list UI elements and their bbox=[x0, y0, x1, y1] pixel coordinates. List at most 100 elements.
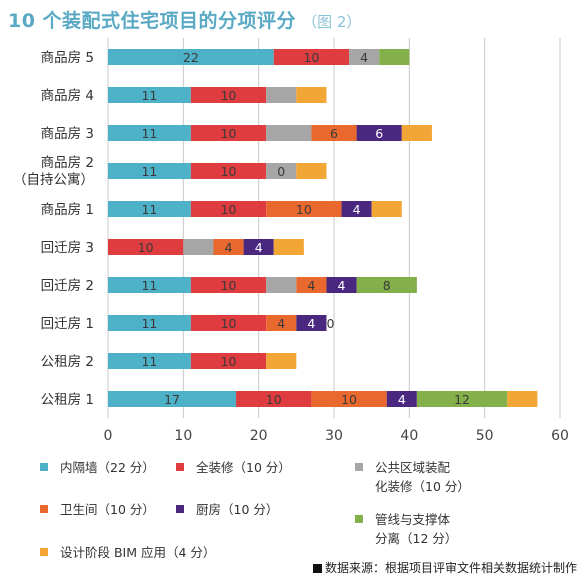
data-label: 11 bbox=[141, 316, 157, 331]
bar-segment bbox=[108, 353, 191, 369]
bar-segment bbox=[236, 391, 312, 407]
data-label: 10 bbox=[221, 316, 237, 331]
category-label: 回迁房 1 bbox=[41, 316, 94, 332]
legend-label: 管线与支撑体 分离（12 分） bbox=[375, 512, 458, 546]
category-label: 商品房 1 bbox=[41, 202, 94, 218]
data-label: 4 bbox=[307, 316, 315, 331]
data-label: 4 bbox=[255, 240, 263, 255]
bar-segment bbox=[266, 125, 312, 141]
legend-swatch bbox=[40, 505, 48, 513]
bar-segment bbox=[183, 239, 214, 255]
bar-segment bbox=[311, 391, 387, 407]
data-label: 10 bbox=[221, 278, 237, 293]
bar-segment bbox=[266, 163, 297, 179]
data-label: 17 bbox=[164, 392, 180, 407]
bar-segment bbox=[108, 201, 191, 217]
category-label: 公租房 1 bbox=[41, 392, 94, 408]
data-label: 11 bbox=[141, 126, 157, 141]
data-label: 10 bbox=[221, 202, 237, 217]
bar-segment bbox=[108, 391, 237, 407]
bar-segment bbox=[296, 277, 327, 293]
bar-segment bbox=[108, 315, 191, 331]
category-label: （自持公寓） bbox=[13, 171, 94, 188]
legend-label: 设计阶段 BIM 应用（4 分） bbox=[60, 545, 216, 560]
data-label: 6 bbox=[330, 126, 338, 141]
bar-segment bbox=[266, 201, 342, 217]
bar-segment bbox=[108, 49, 274, 65]
data-label: 10 bbox=[221, 126, 237, 141]
data-label: 11 bbox=[141, 354, 157, 369]
bar-segment bbox=[243, 239, 274, 255]
legend-swatch bbox=[355, 515, 363, 523]
x-tick-label-30: 30 bbox=[325, 428, 343, 444]
data-label: 10 bbox=[221, 88, 237, 103]
data-source-text: 数据来源：根据项目评审文件相关数据统计制作 bbox=[324, 561, 577, 575]
bar-segment bbox=[108, 163, 191, 179]
category-label: 公租房 2 bbox=[41, 354, 94, 370]
bar-segment bbox=[108, 239, 184, 255]
data-source-note: 数据来源：根据项目评审文件相关数据统计制作 bbox=[312, 559, 577, 576]
bar-segment bbox=[190, 201, 267, 217]
legend-swatch bbox=[176, 463, 184, 471]
data-label: 4 bbox=[398, 392, 406, 407]
category-label: 商品房 5 bbox=[41, 50, 94, 66]
bar-segment bbox=[108, 125, 191, 141]
bar-segment bbox=[326, 277, 357, 293]
bar-segment bbox=[416, 391, 508, 407]
bar-segment bbox=[507, 391, 538, 407]
x-tick-label-0: 0 bbox=[104, 428, 113, 444]
data-label: 0 bbox=[277, 164, 285, 179]
category-label: 商品房 3 bbox=[41, 126, 94, 142]
data-label: 11 bbox=[141, 164, 157, 179]
x-tick-label-20: 20 bbox=[250, 428, 268, 444]
legend-label: 卫生间（10 分） bbox=[60, 502, 155, 517]
data-label: 4 bbox=[360, 50, 368, 65]
bar-segment bbox=[190, 87, 267, 103]
bar-segment bbox=[266, 277, 297, 293]
x-tick-label-40: 40 bbox=[400, 428, 418, 444]
bar-segment bbox=[190, 353, 267, 369]
legend-swatch bbox=[355, 463, 363, 471]
bar-segment bbox=[379, 49, 410, 65]
legend-public-area: 公共区域装配 化装修（10 分） bbox=[355, 458, 470, 496]
category-label: 商品房 4 bbox=[41, 88, 94, 104]
legend-label: 内隔墙（22 分） bbox=[60, 460, 155, 475]
legend-swatch bbox=[40, 463, 48, 471]
bar-segment bbox=[266, 353, 297, 369]
bar-segment bbox=[273, 239, 304, 255]
bar-segment bbox=[190, 125, 267, 141]
x-tick-label-10: 10 bbox=[174, 428, 192, 444]
data-label: 11 bbox=[141, 278, 157, 293]
bar-segment bbox=[386, 391, 417, 407]
data-label: 10 bbox=[296, 202, 312, 217]
data-label: 6 bbox=[375, 126, 383, 141]
bar-segment bbox=[190, 277, 267, 293]
legend-bim: 设计阶段 BIM 应用（4 分） bbox=[40, 543, 215, 562]
bar-segment bbox=[266, 87, 297, 103]
data-label: 22 bbox=[183, 50, 199, 65]
bar-segment bbox=[296, 315, 327, 331]
data-label: 10 bbox=[266, 392, 282, 407]
bar-segment bbox=[311, 125, 357, 141]
bar-segment bbox=[108, 87, 191, 103]
bar-segment bbox=[349, 49, 380, 65]
legend-swatch bbox=[176, 505, 184, 513]
bar-segment bbox=[296, 163, 327, 179]
category-label: 回迁房 2 bbox=[41, 278, 94, 294]
bar-segment bbox=[213, 239, 244, 255]
data-label: 11 bbox=[141, 202, 157, 217]
bar-segment bbox=[190, 315, 267, 331]
x-tick-label-50: 50 bbox=[476, 428, 494, 444]
data-label: 4 bbox=[307, 278, 315, 293]
data-label: 4 bbox=[277, 316, 285, 331]
category-label: 回迁房 3 bbox=[41, 240, 94, 256]
data-label: 4 bbox=[225, 240, 233, 255]
legend-label: 厨房（10 分） bbox=[196, 502, 279, 517]
data-label: 12 bbox=[454, 392, 470, 407]
data-label: 10 bbox=[303, 50, 319, 65]
legend-label: 公共区域装配 化装修（10 分） bbox=[375, 460, 470, 494]
data-label: 10 bbox=[138, 240, 154, 255]
bar-segment bbox=[266, 315, 297, 331]
legend-bathroom: 卫生间（10 分） bbox=[40, 500, 155, 519]
